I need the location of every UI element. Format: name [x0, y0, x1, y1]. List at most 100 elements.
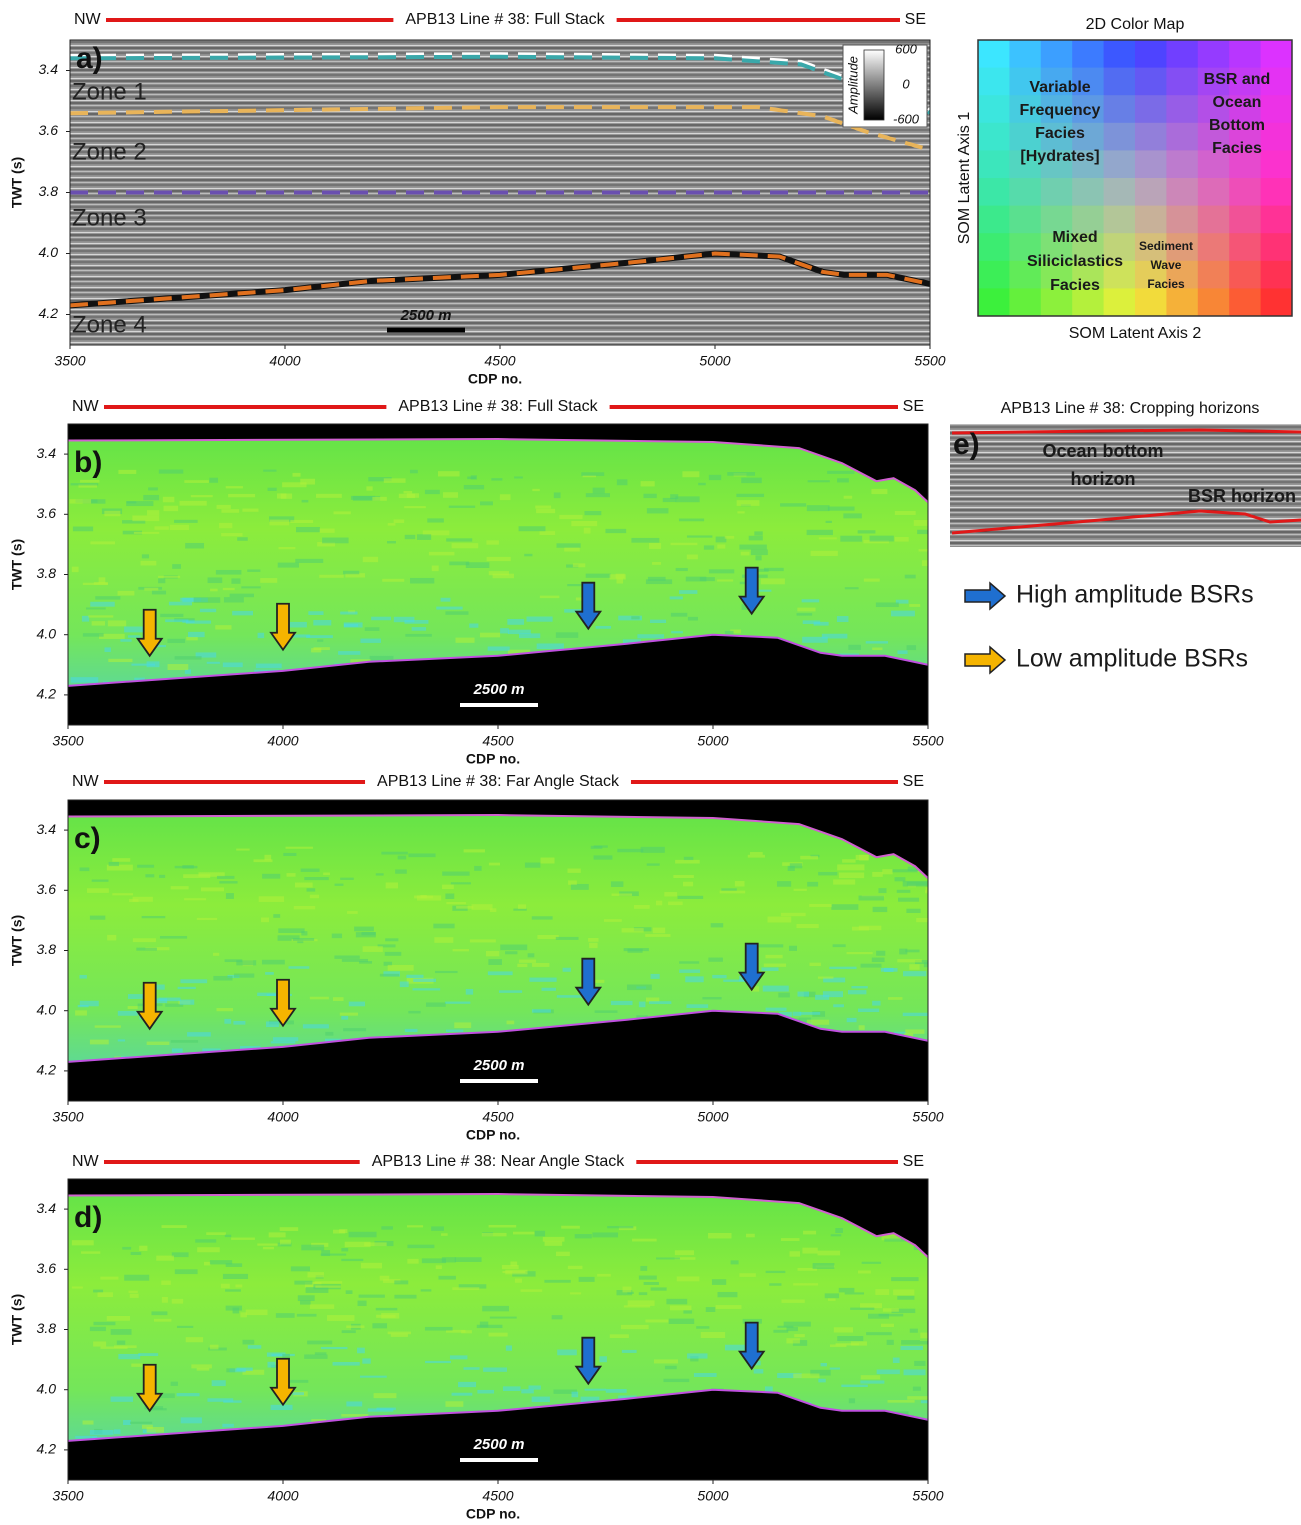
facies-speckle [293, 905, 316, 910]
facies-speckle [132, 938, 156, 943]
facies-speckle [638, 1292, 648, 1296]
facies-speckle [822, 991, 843, 998]
facies-speckle [616, 479, 628, 486]
color-tile [1135, 95, 1167, 124]
facies-speckle [924, 890, 928, 894]
bsr-arrow [574, 1336, 603, 1386]
facies-speckle [806, 505, 830, 512]
facies-speckle [433, 923, 455, 929]
facies-speckle [783, 1321, 811, 1327]
facies-speckle [458, 1381, 477, 1388]
facies-speckle [306, 888, 316, 892]
facies-speckle [777, 1325, 794, 1328]
facies-speckle [820, 1362, 827, 1367]
facies-speckle [505, 1269, 528, 1275]
facies-speckle [891, 610, 915, 617]
bsr-arrow [269, 978, 297, 1028]
facies-speckle [384, 951, 402, 956]
x-tick-label: 3500 [52, 1488, 83, 1504]
facies-speckle [93, 1341, 107, 1347]
facies-speckle [170, 1381, 178, 1386]
facies-speckle [868, 1313, 890, 1319]
ocean-bottom [68, 438, 928, 503]
facies-speckle [362, 1358, 371, 1364]
facies-speckle [507, 649, 531, 655]
facies-speckle [222, 1423, 234, 1428]
facies-speckle [796, 923, 819, 929]
facies-speckle [696, 1326, 710, 1329]
facies-speckle [161, 1280, 171, 1285]
facies-speckle [213, 975, 233, 981]
facies-speckle [216, 504, 231, 509]
facies-speckle [803, 991, 816, 998]
facies-speckle [723, 979, 748, 982]
facies-speckle [385, 882, 399, 889]
facies-speckle [110, 1396, 134, 1402]
facies-speckle [436, 606, 463, 610]
facies-speckle [129, 1293, 139, 1298]
facies-speckle [232, 610, 253, 616]
facies-speckle [794, 1334, 805, 1338]
facies-speckle [295, 558, 324, 563]
zone-label: Zone 1 [72, 78, 147, 105]
color-tile [1072, 40, 1105, 69]
facies-speckle [872, 906, 888, 913]
facies-speckle [857, 1008, 880, 1013]
facies-speckle [486, 540, 499, 545]
facies-speckle [270, 1041, 296, 1044]
facies-label: Bottom [1209, 117, 1265, 134]
facies-speckle [663, 1378, 690, 1383]
facies-speckle [339, 1012, 358, 1016]
facies-speckle [916, 917, 928, 923]
facies-speckle [858, 925, 882, 931]
facies-speckle [617, 848, 644, 853]
x-tick-label: 5000 [699, 353, 730, 369]
facies-speckle [126, 501, 154, 507]
facies-speckle [650, 1287, 667, 1291]
facies-speckle [502, 1386, 521, 1391]
facies-speckle [112, 858, 131, 862]
facies-speckle [277, 935, 300, 941]
facies-speckle [528, 1385, 541, 1390]
facies-speckle [346, 1325, 365, 1329]
facies-speckle [127, 994, 147, 999]
color-tile [1166, 205, 1199, 234]
color-tile [1103, 288, 1136, 317]
facies-speckle [876, 950, 886, 956]
facies-speckle [407, 1244, 435, 1249]
facies-speckle [292, 937, 315, 941]
facies-speckle [536, 508, 556, 514]
facies-speckle [408, 1010, 421, 1014]
facies-speckle [821, 633, 848, 639]
color-tile [1260, 205, 1293, 234]
facies-speckle [451, 1392, 473, 1396]
facies-speckle [705, 1307, 716, 1312]
facies-speckle [90, 541, 116, 545]
facies-speckle [835, 1228, 843, 1233]
facies-speckle [792, 1340, 808, 1346]
x-tick-label: 5500 [912, 1488, 943, 1504]
facies-speckle [809, 904, 832, 907]
facies-speckle [78, 483, 98, 488]
facies-speckle [589, 942, 598, 949]
facies-speckle [387, 523, 396, 526]
facies-speckle [151, 1311, 168, 1316]
scale-bar-label: 2500 m [473, 681, 525, 698]
facies-speckle [824, 1293, 840, 1299]
facies-speckle [876, 1369, 900, 1375]
facies-speckle [172, 564, 182, 569]
facies-speckle [861, 1261, 882, 1264]
facies-speckle [865, 641, 889, 644]
facies-speckle [572, 563, 586, 568]
facies-speckle [717, 544, 726, 549]
facies-speckle [225, 1289, 241, 1292]
facies-speckle [640, 481, 655, 487]
facies-speckle [531, 916, 553, 920]
facies-speckle [595, 625, 612, 629]
facies-speckle [410, 577, 435, 584]
facies-speckle [838, 872, 865, 879]
x-tick-label: 5500 [914, 353, 945, 369]
facies-speckle [505, 1345, 512, 1351]
color-tile [1072, 150, 1105, 179]
facies-speckle [362, 946, 383, 952]
